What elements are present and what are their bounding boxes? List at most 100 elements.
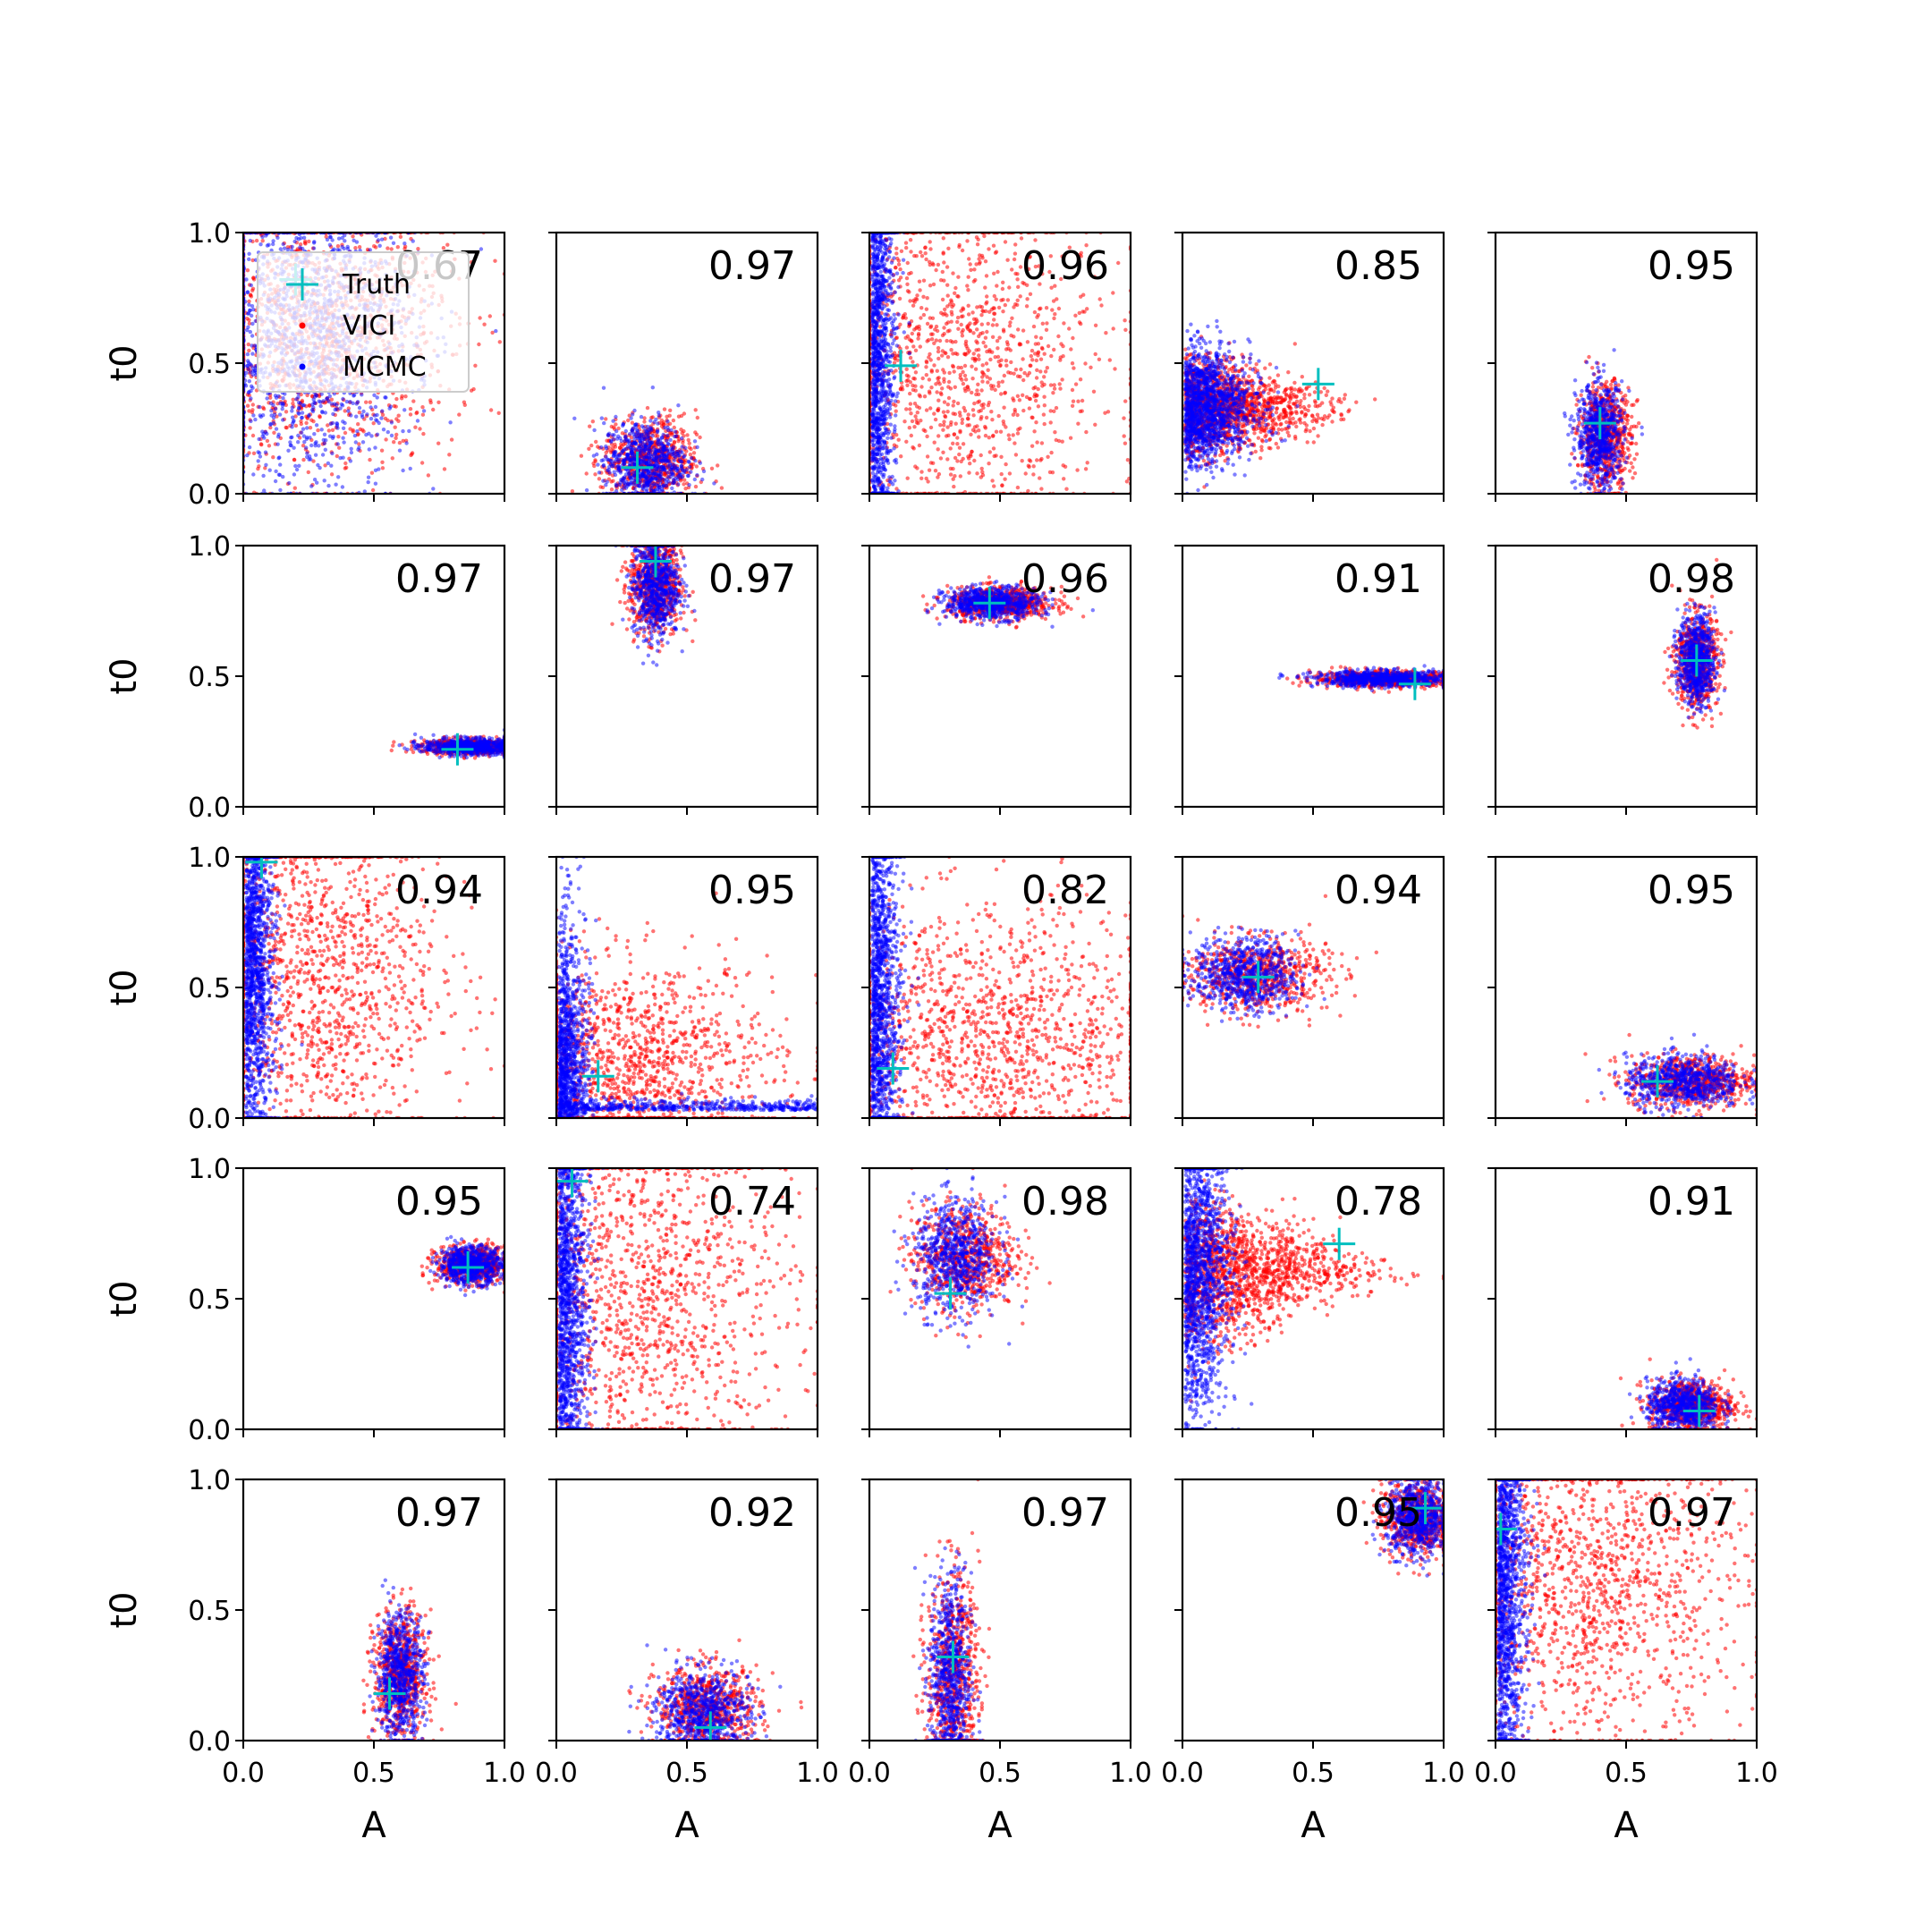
panel-1-1-mcmc-point [431,487,435,490]
panel-1-3-vici-point [1015,413,1019,417]
panel-1-1-vici-point [364,401,368,404]
panel-1-3-vici-point [1021,357,1024,360]
panel-1-1-vici-point [257,464,260,468]
panel-1-1-vici-point [252,452,256,455]
panel-1-1-mcmc-point [422,409,426,412]
panel-1-2-vici-point [618,445,622,449]
panel-1-1-vici-point [372,421,376,425]
panel-1-2-mcmc-point [674,434,678,437]
panel-1-2-vici-point [651,415,655,419]
panel-1-2-mcmc-point [668,463,672,467]
panel-1-2-vici-point [685,433,689,436]
panel-1-2-vici-point [589,444,593,447]
panel-1-2-mcmc-point [700,478,704,481]
panel-1-1-vici-point [470,389,473,393]
panel-1-3-vici-point [951,442,954,445]
panel-1-3-vici-point [1053,430,1056,434]
panel-1-1-mcmc-point [261,474,265,478]
panel-1-1-mcmc-point [378,244,382,248]
panel-1-3-vici-point [985,416,988,419]
panel-1-2-mcmc-point [596,462,599,466]
panel-1-1-vici-point [384,437,387,441]
panel-1-1-mcmc-point [337,237,341,241]
panel-1-3-vici-point [947,396,951,400]
panel-1-1-vici-point [337,446,341,450]
panel-1-1-mcmc-point [290,425,293,428]
panel-1-2-vici-point [663,407,666,411]
panel-1-1-mcmc-point [271,242,275,246]
panel-1-2-mcmc-point [612,433,615,436]
panel-1-1-vici-point [462,401,466,404]
panel-1-3-vici-point [1062,321,1065,325]
panel-1-1-mcmc-point [321,399,325,402]
panel-1-1-vici-point [394,404,398,408]
panel-1-1-mcmc-point [307,414,310,418]
panel-1-3-vici-point [1071,361,1074,365]
panel-1-3-vici-point [969,454,972,458]
panel-1-3-vici-point [1074,382,1078,386]
panel-1-3-vici-point [941,298,945,301]
panel-1-3-vici-point [967,304,970,308]
panel-1-1-mcmc-point [249,396,252,400]
panel-1-3-vici-point [961,249,964,252]
panel-1-3-vici-point [990,479,994,482]
panel-1-1-vici-point [409,407,412,411]
panel-1-1-mcmc-point [253,343,257,347]
panel-1-1-mcmc-point [296,434,300,437]
panel-1-2-mcmc-point [663,478,666,481]
panel-1-2-mcmc-point [667,442,671,445]
panel-1-3-vici-point [952,365,955,369]
panel-1-3-vici-point [976,383,979,386]
panel-1-3-vici-point [941,428,945,432]
panel-1-3-vici-point [974,262,978,266]
panel-1-1-vici-point [353,246,357,250]
panel-1-2-mcmc-point [654,451,657,454]
panel-1-1-vici-point [428,398,432,402]
panel-1-2-vici-point [716,463,719,467]
panel-1-3-vici-point [970,365,973,369]
panel-1-1-mcmc-point [320,392,324,395]
panel-1-2-mcmc-point [608,470,612,474]
panel-1-1-vici-point [391,456,394,460]
panel-1-2-vici-point [593,472,597,476]
panel-1-3-vici-point [985,330,988,334]
panel-1-1-mcmc-point [266,243,269,247]
panel-1-1-mcmc-point [355,240,359,243]
panel-1-1-mcmc-point [398,449,402,453]
panel-1-2-mcmc-point [585,488,589,492]
panel-1-3-vici-point [923,394,927,398]
panel-1-1-mcmc-point [247,252,250,256]
panel-1-3-vici-point [999,430,1003,434]
panel-1-1-vici-point [247,409,250,412]
panel-1-1-vici-point [420,405,424,409]
panel-1-1-mcmc-point [361,410,365,413]
panel-1-2-mcmc-point [680,436,683,440]
panel-1-1-mcmc-point [373,445,377,449]
panel-1-3-vici-point [980,379,984,383]
panel-1-2-mcmc-point [661,444,665,447]
panel-1-1-vici-point [436,401,440,404]
panel-1-3-vici-point [909,250,912,253]
panel-1-3-vici-point [1035,359,1038,362]
panel-1-2-mcmc-point [673,477,676,480]
panel-1-3-vici-point [1069,347,1072,351]
panel-1-1-mcmc-point [329,464,333,468]
panel-1-1-vici-point [246,404,250,408]
panel-1-1-vici-point [380,461,384,464]
panel-1-2-vici-point [710,467,714,470]
panel-1-1-mcmc-point [389,236,393,240]
panel-1-2-mcmc-point [650,434,654,437]
panel-1-3-vici-point [1123,318,1126,322]
panel-1-1-mcmc-point [268,469,272,472]
panel-1-1-mcmc-point [374,405,377,409]
panel-1-1-vici-point [488,314,492,318]
panel-1-3-vici-point [906,477,910,480]
panel-1-3-vici-point [992,318,996,321]
panel-1-2-mcmc-point [652,458,656,462]
panel-1-3-vici-point [934,418,937,421]
panel-1-1-mcmc-point [292,419,295,422]
panel-1-1-mcmc-point [262,436,266,439]
panel-1-1-vici-point [381,466,385,470]
panel-1-3-vici-point [1019,294,1022,298]
panel-1-1-mcmc-point [333,402,336,406]
